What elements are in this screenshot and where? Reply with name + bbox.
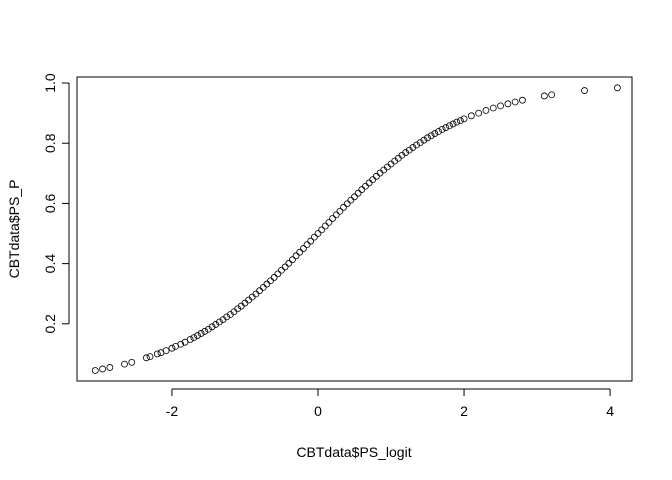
data-point: [581, 87, 588, 94]
data-point: [146, 353, 154, 361]
data-point: [223, 313, 231, 321]
y-tick-label: 1.0: [42, 73, 58, 93]
x-tick-label: 4: [606, 403, 614, 419]
data-point: [456, 117, 464, 125]
data-points: [91, 84, 621, 374]
data-point: [106, 364, 114, 371]
data-point: [453, 118, 461, 126]
data-point: [336, 207, 344, 215]
data-point: [325, 218, 333, 226]
data-point: [99, 365, 106, 373]
data-point: [153, 350, 161, 358]
data-point: [281, 263, 289, 271]
data-point: [270, 274, 278, 281]
data-point: [208, 323, 216, 331]
data-point: [318, 226, 326, 234]
data-point: [128, 358, 136, 366]
data-point: [142, 354, 150, 362]
data-point: [449, 120, 457, 128]
data-point: [504, 100, 512, 108]
data-point: [307, 237, 315, 245]
data-point: [548, 91, 556, 99]
data-point: [216, 318, 223, 326]
data-point: [310, 233, 318, 241]
data-point: [354, 189, 362, 197]
y-tick-label: 0.8: [42, 133, 58, 153]
data-point: [409, 144, 417, 151]
data-point: [91, 367, 99, 374]
data-point: [263, 280, 271, 288]
data-point: [497, 102, 504, 110]
data-point: [519, 96, 526, 104]
y-tick-label: 0.4: [42, 254, 58, 274]
data-point: [442, 124, 450, 131]
data-point: [278, 266, 285, 274]
x-tick-label: 2: [460, 403, 468, 419]
y-tick-label: 0.6: [42, 193, 58, 213]
data-point: [332, 211, 340, 219]
data-point: [431, 130, 439, 137]
data-point: [340, 203, 347, 211]
data-point: [194, 332, 201, 339]
data-point: [289, 256, 296, 264]
data-point: [186, 336, 194, 343]
data-point: [296, 248, 304, 256]
x-axis: -2 0 2 4: [166, 388, 614, 419]
data-point: [314, 230, 322, 237]
data-point: [365, 179, 373, 187]
data-point: [482, 107, 490, 114]
data-point: [460, 115, 468, 123]
data-point: [121, 360, 128, 368]
data-point: [435, 128, 442, 135]
data-point: [373, 172, 380, 180]
plot-frame: [76, 76, 633, 382]
data-point: [197, 330, 205, 337]
data-point: [427, 132, 435, 140]
data-point: [362, 182, 369, 190]
data-point: [540, 92, 548, 100]
data-point: [467, 112, 475, 120]
data-point: [201, 327, 209, 335]
data-point: [438, 125, 446, 133]
data-point: [416, 139, 424, 147]
data-point: [212, 321, 220, 328]
data-point: [321, 222, 329, 230]
data-point: [420, 136, 428, 144]
data-point: [168, 344, 176, 352]
data-point: [402, 149, 410, 156]
x-tick-label: 0: [314, 403, 322, 419]
data-point: [162, 347, 170, 355]
data-point: [358, 186, 366, 193]
y-tick-label: 0.2: [42, 314, 58, 334]
y-axis-title: CBTdata$PS_P: [6, 180, 22, 279]
data-point: [256, 287, 263, 295]
data-point: [424, 134, 431, 142]
data-point: [292, 252, 300, 260]
data-point: [489, 104, 497, 112]
data-point: [205, 325, 212, 333]
data-point: [369, 176, 377, 184]
data-point: [259, 283, 267, 291]
data-point: [413, 141, 420, 149]
data-point: [177, 340, 185, 348]
data-point: [347, 196, 355, 204]
data-point: [299, 245, 307, 252]
y-axis: 0.2 0.4 0.6 0.8 1.0: [42, 73, 70, 334]
data-point: [267, 277, 274, 285]
data-point: [343, 200, 351, 208]
data-point: [446, 122, 453, 130]
x-axis-title: CBTdata$PS_logit: [296, 444, 411, 460]
data-point: [181, 338, 189, 346]
data-point: [475, 109, 483, 117]
data-point: [303, 241, 311, 249]
x-tick-label: -2: [166, 403, 179, 419]
data-point: [329, 215, 336, 222]
data-point: [285, 259, 293, 267]
data-point: [511, 98, 519, 106]
data-point: [613, 84, 621, 92]
data-point: [351, 193, 358, 201]
data-point: [190, 334, 198, 342]
data-point: [274, 270, 282, 278]
